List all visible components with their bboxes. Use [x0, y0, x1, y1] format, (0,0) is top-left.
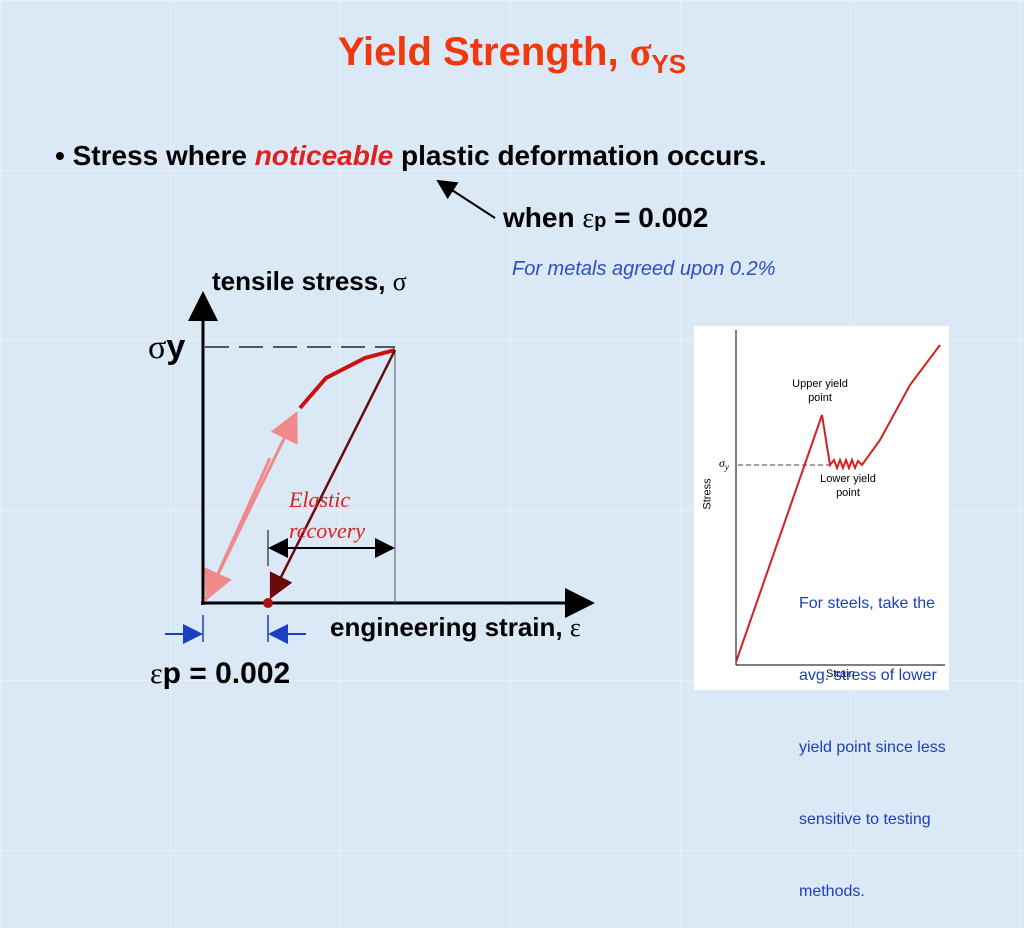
- bullet-text: Stress where: [72, 140, 255, 171]
- inset-note-line: sensitive to testing: [799, 811, 931, 828]
- axis-symbol: ε: [569, 613, 581, 642]
- inset-sigma: σy: [719, 456, 729, 472]
- offset-subscript: p: [162, 657, 181, 690]
- upper-yield-label: Upper yield point: [780, 377, 860, 405]
- callout-symbol: ε: [582, 203, 595, 234]
- inset-label-line: Upper yield: [792, 378, 848, 390]
- inset-label-line: point: [808, 392, 832, 404]
- axis-symbol: σ: [392, 267, 407, 296]
- inset-x-label: Strain: [826, 668, 855, 680]
- offset-point: [263, 598, 273, 608]
- slide: Yield Strength, σYS • Stress where notic…: [0, 0, 1024, 900]
- elastic-arrow: [204, 457, 272, 601]
- inset-note: For steels, take the avg. stress of lowe…: [799, 544, 946, 928]
- graphics: [165, 179, 949, 690]
- offset-text: = 0.002: [180, 657, 291, 690]
- callout-subscript: p: [594, 210, 607, 232]
- yield-label: σy: [148, 328, 185, 367]
- callout-text: when: [503, 202, 583, 233]
- title-text: Yield Strength,: [337, 30, 630, 74]
- recovery-label: Elastic recovery: [289, 484, 365, 546]
- inset-note-line: methods.: [799, 883, 865, 900]
- bullet-text: plastic deformation occurs.: [393, 140, 767, 171]
- callout: when εp = 0.002: [503, 202, 708, 235]
- callout-text: = 0.002: [606, 202, 709, 233]
- bullet-emphasis: noticeable: [254, 140, 394, 171]
- note: For metals agreed upon 0.2%: [512, 258, 776, 280]
- yield-symbol: σ: [148, 329, 167, 366]
- recovery-line: recovery: [289, 518, 366, 543]
- unload-line: [269, 349, 397, 600]
- offset-symbol: ε: [150, 657, 163, 690]
- inset-note-line: avg. stress of lower: [799, 667, 937, 684]
- yield-subscript: y: [166, 328, 186, 366]
- bullet: • Stress where noticeable plastic deform…: [55, 140, 767, 172]
- inset-label-line: point: [836, 487, 860, 499]
- inset-sigma-subscript: y: [724, 462, 729, 472]
- inset-note-line: For steels, take the: [799, 595, 936, 612]
- axis-label: tensile stress,: [212, 266, 393, 296]
- title: Yield Strength, σYS: [0, 28, 1024, 80]
- lower-yield-label: Lower yield point: [808, 472, 888, 500]
- inset-curve: [735, 344, 941, 663]
- title-subscript: YS: [651, 49, 687, 79]
- offset-label: εp = 0.002: [150, 657, 290, 691]
- inset-label-line: Lower yield: [820, 473, 876, 485]
- plastic-curve: [298, 348, 396, 410]
- inset-note-line: yield point since less: [799, 739, 946, 756]
- x-axis-label: engineering strain, ε: [330, 612, 581, 643]
- recovery-line: Elastic: [289, 487, 351, 512]
- inset-y-label: Stress: [701, 478, 714, 510]
- y-axis-label: tensile stress, σ: [212, 266, 407, 297]
- callout-arrow: [436, 179, 496, 219]
- title-symbol: σ: [629, 29, 652, 74]
- bullet-marker: •: [55, 140, 65, 171]
- axis-label: engineering strain,: [330, 612, 570, 642]
- inset-sigma-symbol: σ: [719, 456, 725, 470]
